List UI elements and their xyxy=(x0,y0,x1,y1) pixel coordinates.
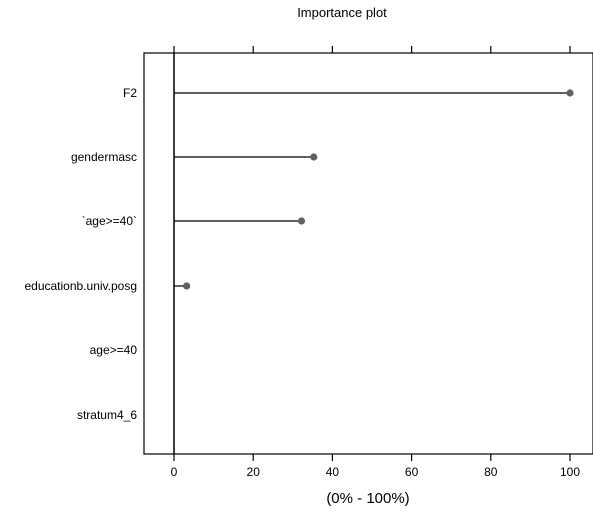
x-tick-label: 0 xyxy=(171,465,178,479)
chart-title: Importance plot xyxy=(297,5,387,20)
importance-points xyxy=(183,89,574,290)
x-tick-label: 20 xyxy=(247,465,261,479)
category-label: educationb.univ.posg xyxy=(24,279,137,293)
x-tick-label: 100 xyxy=(560,465,580,479)
category-label: stratum4_6 xyxy=(77,408,137,422)
x-axis-label: (0% - 100%) xyxy=(326,490,409,507)
x-tick-labels: 0 20 40 60 80 100 xyxy=(171,465,581,479)
category-labels: F2 gendermasc `age>=40` educationb.univ.pos… xyxy=(24,86,137,422)
plot-frame xyxy=(143,52,593,455)
x-tick-label: 80 xyxy=(484,465,498,479)
importance-point xyxy=(297,217,306,225)
category-label: gendermasc xyxy=(71,150,137,164)
category-label: age>=40 xyxy=(90,343,138,357)
importance-stems xyxy=(174,92,570,287)
x-tick-label: 60 xyxy=(405,465,419,479)
bottom-ticks xyxy=(173,454,571,461)
importance-point xyxy=(566,89,574,97)
category-label: F2 xyxy=(123,86,137,100)
category-label: `age>=40` xyxy=(82,214,137,228)
x-tick-label: 40 xyxy=(326,465,340,479)
top-ticks xyxy=(173,46,571,53)
importance-point xyxy=(310,153,318,161)
importance-point xyxy=(183,282,191,290)
